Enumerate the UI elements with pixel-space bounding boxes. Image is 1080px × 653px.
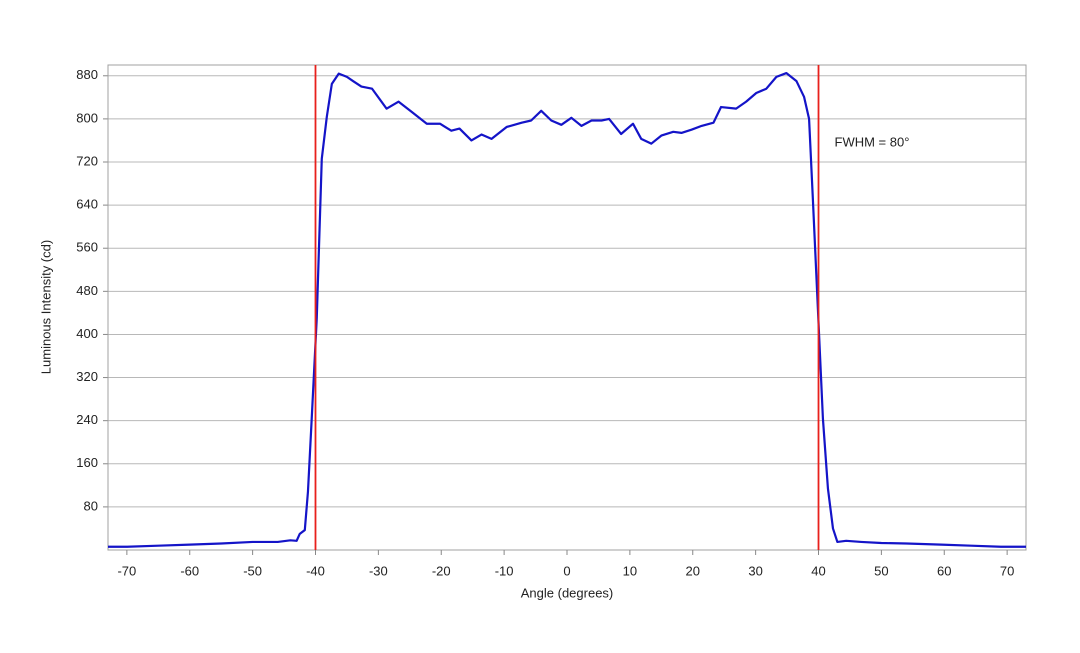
y-tick-label: 720	[76, 153, 98, 168]
x-tick-label: -40	[306, 563, 325, 578]
annotation: FWHM = 80°	[835, 134, 910, 149]
y-tick-label: 640	[76, 197, 98, 212]
y-tick-label: 400	[76, 326, 98, 341]
y-tick-label: 480	[76, 283, 98, 298]
y-tick-label: 800	[76, 110, 98, 125]
x-tick-label: 60	[937, 563, 951, 578]
x-tick-label: 10	[623, 563, 637, 578]
x-tick-label: -60	[180, 563, 199, 578]
y-tick-label: 880	[76, 67, 98, 82]
x-tick-label: 40	[811, 563, 825, 578]
x-tick-label: -20	[432, 563, 451, 578]
x-tick-label: 30	[748, 563, 762, 578]
x-tick-label: 50	[874, 563, 888, 578]
x-tick-label: -50	[243, 563, 262, 578]
y-tick-label: 320	[76, 369, 98, 384]
x-axis-label: Angle (degrees)	[521, 585, 614, 600]
x-tick-label: 20	[686, 563, 700, 578]
y-tick-label: 80	[84, 498, 98, 513]
y-tick-label: 240	[76, 412, 98, 427]
x-tick-label: -10	[495, 563, 514, 578]
y-tick-label: 560	[76, 240, 98, 255]
y-tick-label: 160	[76, 455, 98, 470]
x-tick-label: -30	[369, 563, 388, 578]
y-axis-label: Luminous Intensity (cd)	[38, 240, 53, 374]
x-tick-label: -70	[117, 563, 136, 578]
x-tick-label: 70	[1000, 563, 1014, 578]
x-tick-label: 0	[563, 563, 570, 578]
